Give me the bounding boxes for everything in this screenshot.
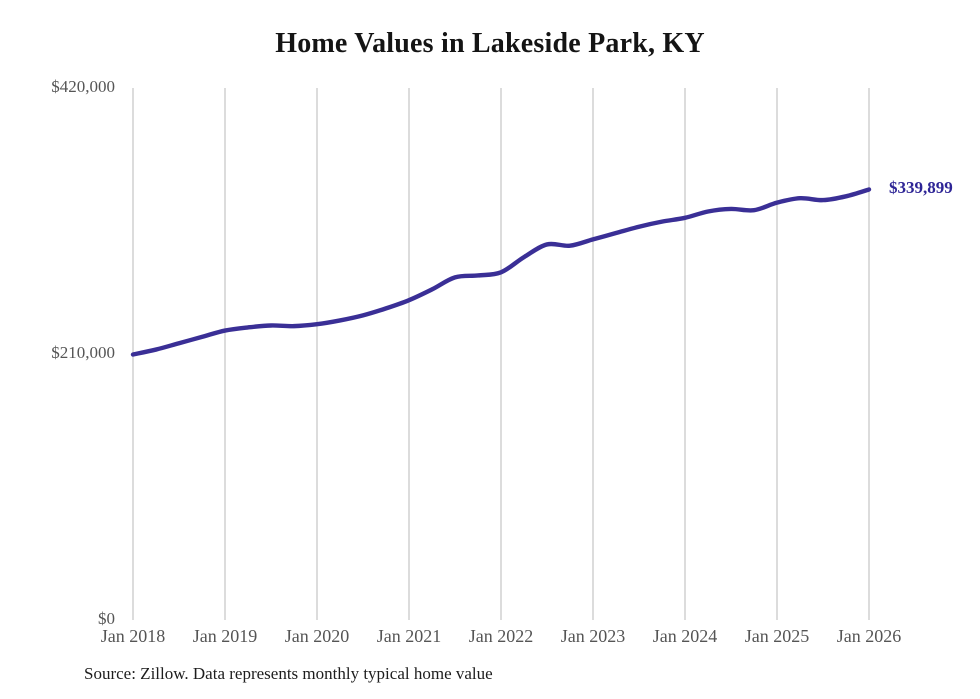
chart-title: Home Values in Lakeside Park, KY [275,28,705,59]
x-axis-tick-label: Jan 2018 [100,626,166,646]
home-value-line-series [130,187,872,357]
x-axis-tick-label: Jan 2022 [468,626,534,646]
end-value-annotation: $339,899 [889,178,953,198]
x-axis-tick-label: Jan 2026 [836,626,902,646]
y-axis-tick-label: $420,000 [51,77,115,96]
source-note: Source: Zillow. Data represents monthly … [84,664,493,683]
x-axis-tick-label: Jan 2021 [376,626,442,646]
x-axis-tick-label: Jan 2023 [560,626,626,646]
x-axis-tick-label: Jan 2019 [192,626,258,646]
x-axis-tick-label: Jan 2025 [744,626,810,646]
gridlines-group [132,88,870,620]
y-axis-tick-label: $0 [98,609,115,628]
x-axis-tick-label: Jan 2020 [284,626,350,646]
y-axis-tick-label: $210,000 [51,343,115,362]
x-axis-tick-label: Jan 2024 [652,626,718,646]
